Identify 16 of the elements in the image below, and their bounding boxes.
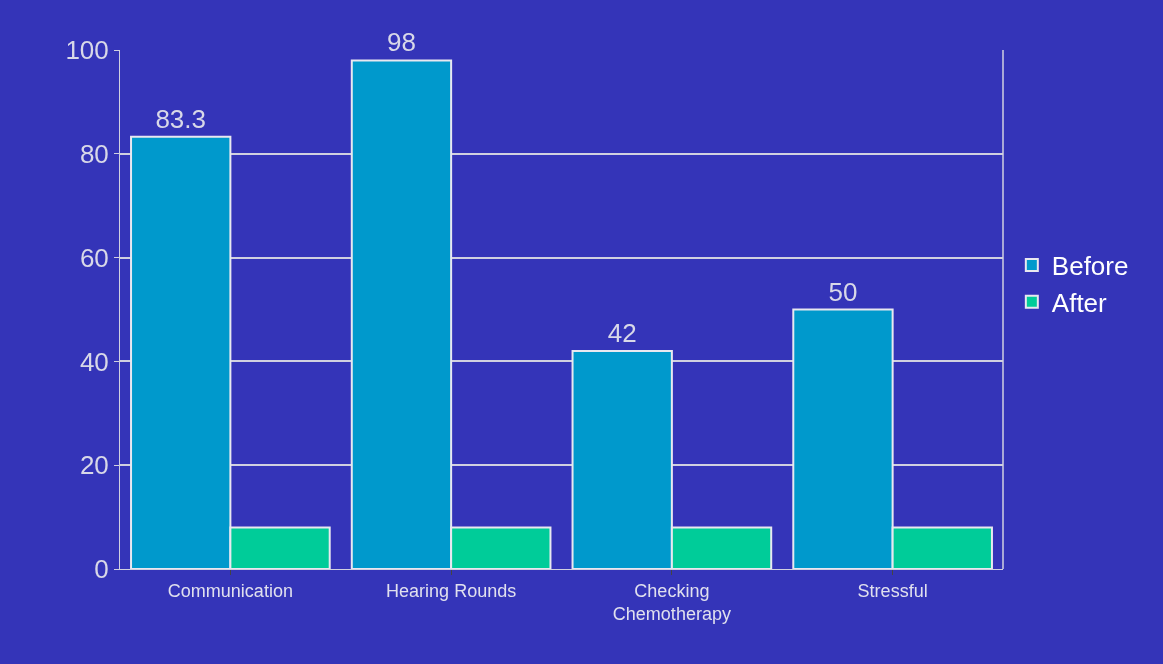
x-tick-label: Checking Chemotherapy [612,580,731,624]
x-tick-label: Hearing Rounds [386,580,517,601]
y-tick-label: 60 [79,242,109,273]
x-tick-label: Stressful [857,580,928,601]
legend-label: After [1051,287,1108,318]
data-label: 83.3 [155,103,207,134]
x-tick-label: Communication [167,580,293,601]
data-label: 98 [387,27,416,58]
data-label: 50 [828,276,858,307]
y-tick-label: 80 [79,138,109,169]
legend-label: Before [1051,251,1129,282]
y-tick-label: 0 [94,554,109,585]
y-tick-label: 100 [65,35,109,66]
y-tick-label: 20 [79,450,109,481]
data-label: 42 [607,318,637,349]
y-tick-label: 40 [79,346,109,377]
